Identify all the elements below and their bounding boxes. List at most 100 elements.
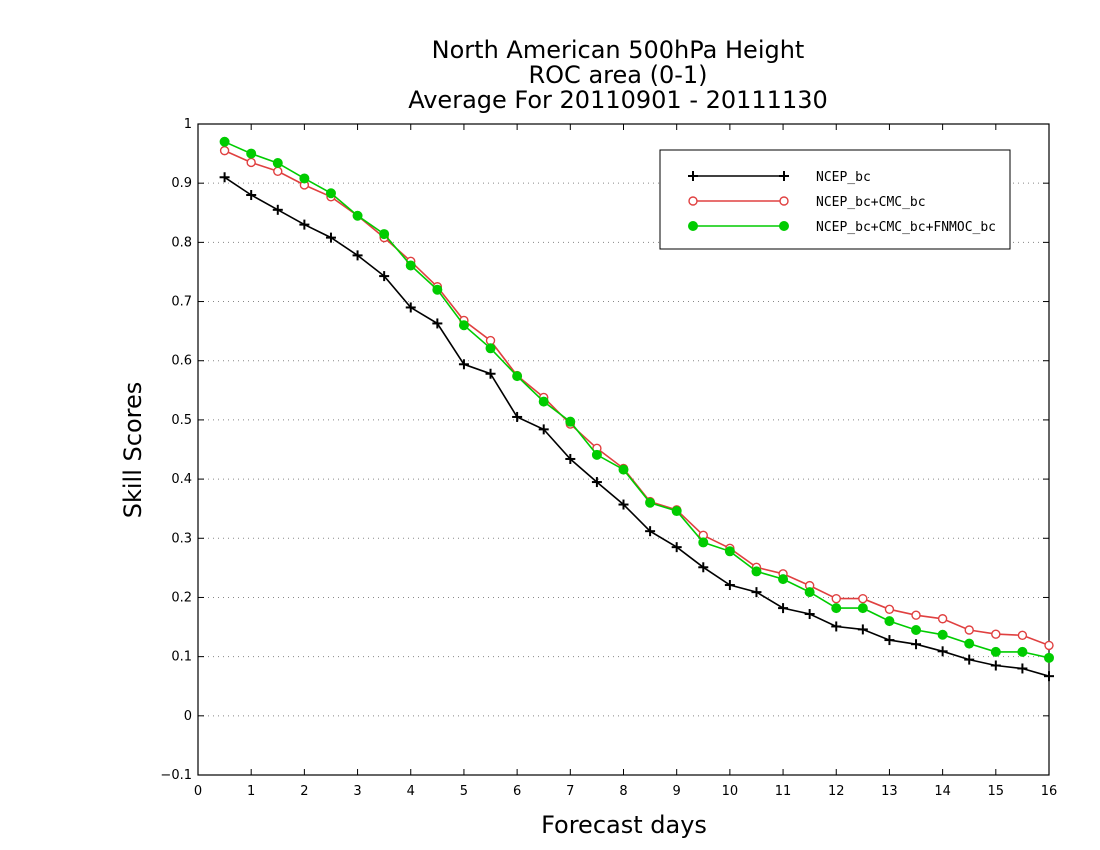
data-point bbox=[831, 593, 841, 604]
x-tick-label: 8 bbox=[619, 784, 627, 799]
x-tick-label: 11 bbox=[775, 784, 792, 799]
data-point bbox=[990, 660, 1001, 671]
data-point bbox=[565, 453, 576, 464]
legend-label: NCEP_bc bbox=[816, 170, 871, 185]
data-point bbox=[831, 603, 842, 614]
data-point bbox=[698, 562, 709, 573]
data-point bbox=[618, 464, 629, 475]
data-point bbox=[751, 587, 762, 598]
legend-item: NCEP_bc bbox=[688, 170, 871, 185]
marker-filled-circle bbox=[884, 616, 895, 627]
series-2 bbox=[219, 136, 1054, 663]
marker-filled-circle bbox=[778, 574, 789, 585]
data-point bbox=[512, 411, 523, 422]
marker-filled-circle bbox=[779, 221, 789, 231]
gridlines bbox=[198, 182, 1049, 717]
marker-filled-circle bbox=[352, 210, 363, 221]
marker-filled-circle bbox=[831, 603, 842, 614]
data-point bbox=[990, 646, 1001, 657]
data-point bbox=[937, 646, 948, 657]
marker-filled-circle bbox=[272, 158, 283, 169]
x-tick-label: 14 bbox=[934, 784, 951, 799]
data-point bbox=[405, 302, 416, 313]
marker-filled-circle bbox=[1044, 652, 1054, 663]
data-point bbox=[325, 188, 336, 199]
data-point bbox=[405, 260, 416, 271]
data-point bbox=[698, 537, 709, 548]
marker-filled-circle bbox=[964, 638, 975, 649]
data-point bbox=[911, 610, 921, 620]
data-point bbox=[246, 190, 257, 201]
marker-filled-circle bbox=[485, 343, 496, 354]
marker-filled-circle bbox=[688, 221, 698, 231]
data-point bbox=[857, 624, 868, 635]
data-point bbox=[831, 621, 842, 632]
legend-label: NCEP_bc+CMC_bc+FNMOC_bc bbox=[816, 220, 996, 235]
data-point bbox=[937, 614, 948, 624]
data-point bbox=[485, 343, 496, 354]
data-point bbox=[991, 629, 1001, 639]
data-point bbox=[618, 499, 629, 510]
data-point bbox=[565, 416, 576, 427]
data-point bbox=[299, 219, 310, 230]
data-point bbox=[804, 609, 815, 620]
data-point bbox=[458, 320, 469, 331]
x-tick-label: 6 bbox=[513, 784, 521, 799]
y-tick-label: 0.4 bbox=[171, 472, 192, 487]
y-tick-label: 0 bbox=[184, 709, 192, 724]
data-point bbox=[778, 603, 789, 614]
x-tick-label: 15 bbox=[988, 784, 1005, 799]
x-tick-label: 10 bbox=[722, 784, 739, 799]
marker-filled-circle bbox=[405, 260, 416, 271]
y-tick-label: 1 bbox=[184, 117, 192, 132]
marker-filled-circle bbox=[458, 320, 469, 331]
marker-open-circle bbox=[1017, 630, 1028, 641]
data-point bbox=[538, 396, 549, 407]
marker-open-circle bbox=[219, 145, 230, 156]
marker-filled-circle bbox=[246, 148, 257, 159]
data-point bbox=[352, 250, 363, 261]
data-point bbox=[911, 625, 922, 636]
marker-filled-circle bbox=[671, 506, 682, 517]
data-point bbox=[246, 157, 256, 168]
data-point bbox=[751, 566, 762, 577]
marker-filled-circle bbox=[1017, 646, 1028, 657]
x-tick-label: 0 bbox=[194, 784, 202, 799]
y-tick-label: 0.2 bbox=[171, 590, 192, 605]
data-point bbox=[671, 542, 682, 553]
data-point bbox=[884, 616, 895, 627]
marker-filled-circle bbox=[990, 646, 1001, 657]
data-point bbox=[352, 210, 363, 221]
marker-filled-circle bbox=[857, 603, 868, 614]
data-point bbox=[1044, 652, 1054, 663]
marker-filled-circle bbox=[565, 416, 576, 427]
x-tick-label: 2 bbox=[300, 784, 308, 799]
data-point bbox=[858, 593, 868, 604]
data-point bbox=[724, 580, 735, 591]
data-point bbox=[645, 526, 656, 537]
marker-open-circle bbox=[1044, 640, 1054, 651]
marker-open-circle bbox=[884, 604, 895, 614]
y-tick-label: 0.5 bbox=[171, 413, 192, 428]
marker-open-circle bbox=[688, 196, 698, 206]
x-tick-label: 9 bbox=[673, 784, 681, 799]
data-point bbox=[1044, 671, 1054, 682]
y-axis-label: Skill Scores bbox=[119, 382, 147, 519]
marker-filled-circle bbox=[911, 625, 922, 636]
data-point bbox=[937, 629, 948, 640]
marker-open-circle bbox=[273, 166, 283, 177]
marker-open-circle bbox=[937, 614, 948, 624]
data-point bbox=[671, 506, 682, 517]
data-point bbox=[485, 368, 496, 379]
marker-filled-circle bbox=[512, 371, 523, 382]
x-tick-label: 4 bbox=[407, 784, 415, 799]
data-point bbox=[272, 158, 283, 169]
y-tick-label: 0.8 bbox=[171, 235, 192, 250]
data-point bbox=[538, 424, 549, 435]
marker-filled-circle bbox=[804, 587, 815, 598]
legend: NCEP_bc NCEP_bc+CMC_bc NCEP_bc+CMC_bc+FNMO… bbox=[659, 149, 1011, 250]
data-point bbox=[219, 145, 230, 156]
data-point bbox=[219, 136, 230, 147]
data-point bbox=[591, 477, 602, 488]
